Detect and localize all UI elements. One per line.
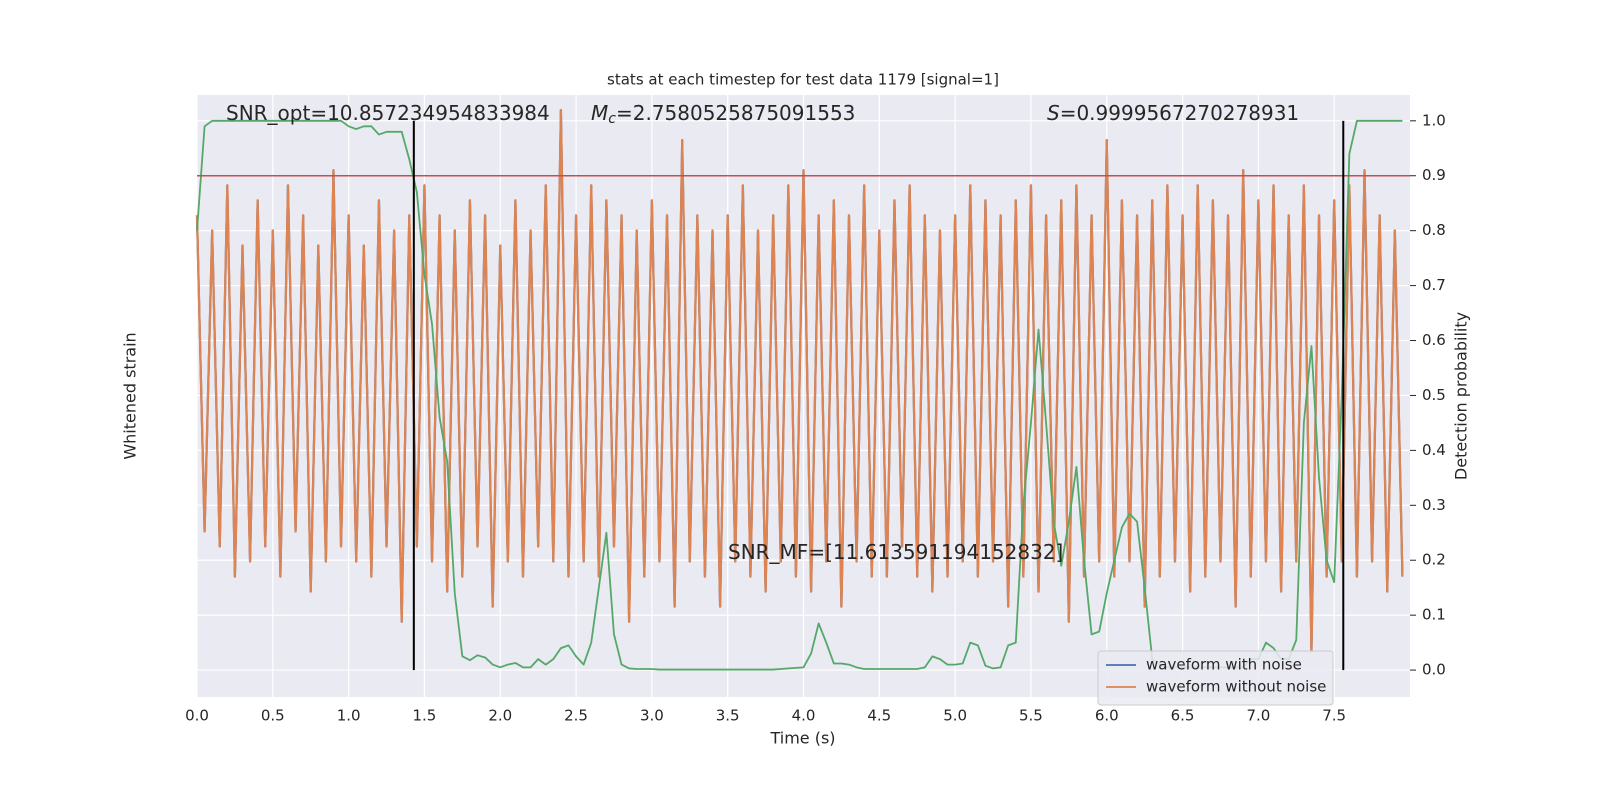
x-tick-label: 1.5 <box>413 707 437 725</box>
y2-tick-label: 0.4 <box>1422 441 1446 459</box>
x-tick-label: 2.0 <box>488 707 512 725</box>
annotation-text: SNR_MF=[11.613591194152832] <box>728 540 1063 564</box>
annotation-text: =0.9999567270278931 <box>1060 101 1299 125</box>
legend-box <box>1097 650 1334 706</box>
y2-tick-label: 0.7 <box>1422 276 1446 294</box>
legend-label: waveform with noise <box>1146 656 1302 674</box>
x-tick-label: 1.0 <box>337 707 361 725</box>
annotation-text: =2.7580525875091553 <box>616 101 855 125</box>
y-axis-label: Whitened strain <box>121 332 140 459</box>
y2-tick-label: 0.8 <box>1422 221 1446 239</box>
y2-tick-label: 0.5 <box>1422 386 1446 404</box>
annotation-symbol: S <box>1047 101 1060 125</box>
series-line <box>195 108 1404 653</box>
y2-tick-label: 0.2 <box>1422 551 1446 569</box>
annotation: SNR_MF=[11.613591194152832] <box>728 540 1063 564</box>
y2-axis-label: Detection probability <box>1452 312 1471 480</box>
x-tick-label: 0.0 <box>185 707 209 725</box>
x-tick-label: 6.5 <box>1171 707 1195 725</box>
annotation: S=0.9999567270278931 <box>1047 101 1299 125</box>
annotation-subscript: c <box>608 111 616 127</box>
x-tick-label: 3.0 <box>640 707 664 725</box>
annotation-text: SNR_opt=10.857234954833984 <box>226 101 550 125</box>
y2-tick-label: 0.9 <box>1422 166 1446 184</box>
x-tick-label: 4.5 <box>867 707 891 725</box>
x-tick-label: 0.5 <box>261 707 285 725</box>
x-axis-label: Time (s) <box>769 729 835 748</box>
chart-title: stats at each timestep for test data 117… <box>607 71 999 89</box>
annotation-symbol: M <box>591 101 608 125</box>
y2-tick-label: 0.6 <box>1422 331 1446 349</box>
y2-tick-label: 0.0 <box>1422 661 1446 679</box>
x-tick-label: 2.5 <box>564 707 588 725</box>
x-tick-label: 5.5 <box>1019 707 1043 725</box>
x-tick-label: 6.0 <box>1095 707 1119 725</box>
legend-label: waveform without noise <box>1146 678 1326 696</box>
y2-tick-label: 0.3 <box>1422 496 1446 514</box>
y2-tick-label: 0.1 <box>1422 606 1446 624</box>
x-tick-label: 4.0 <box>792 707 816 725</box>
x-tick-label: 7.0 <box>1246 707 1270 725</box>
x-tick-label: 5.0 <box>943 707 967 725</box>
x-tick-label: 7.5 <box>1322 707 1346 725</box>
annotation: Mc=2.7580525875091553 <box>591 101 855 128</box>
x-tick-label: 3.5 <box>716 707 740 725</box>
annotation: SNR_opt=10.857234954833984 <box>226 101 550 125</box>
y2-tick-label: 1.0 <box>1422 111 1446 129</box>
